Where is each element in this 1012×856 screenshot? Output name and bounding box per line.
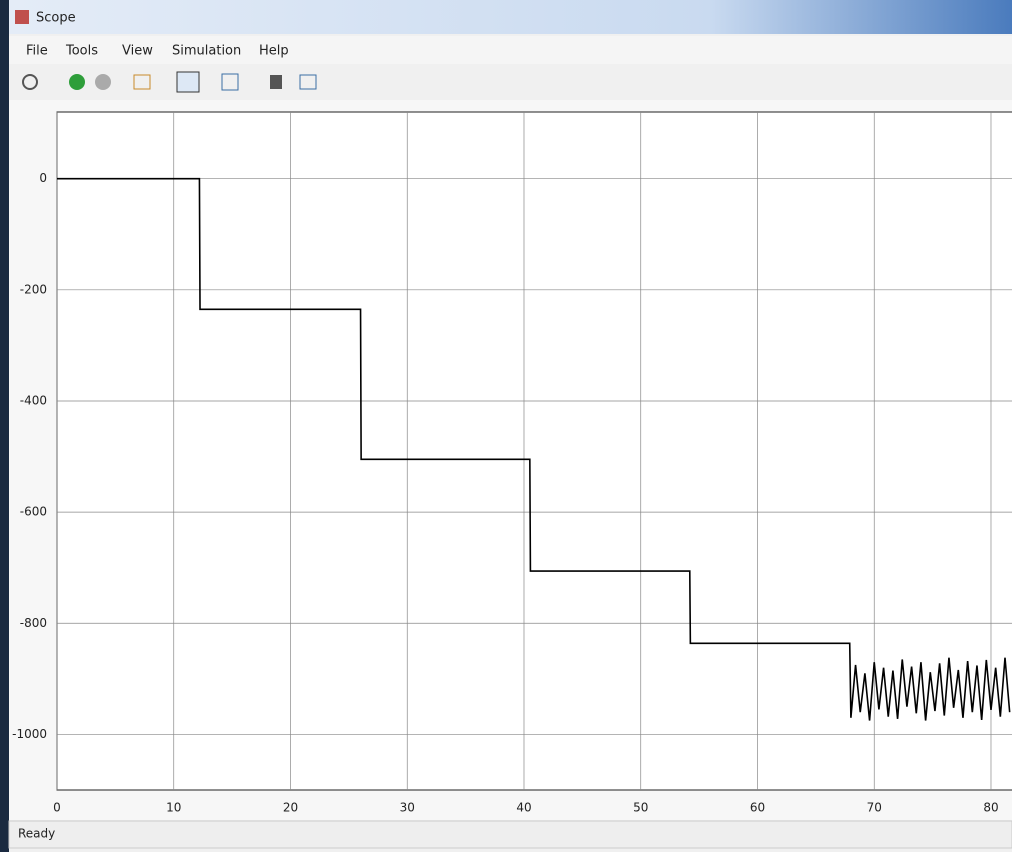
x-tick-label: 60 xyxy=(750,801,765,815)
y-tick-label: -200 xyxy=(20,282,47,296)
status-text: Ready xyxy=(18,827,55,841)
menu-item[interactable]: Simulation xyxy=(172,44,241,59)
x-tick-label: 0 xyxy=(53,801,61,815)
x-tick-label: 40 xyxy=(516,801,531,815)
x-tick-label: 30 xyxy=(400,801,415,815)
app-icon xyxy=(15,10,29,24)
y-tick-label: -800 xyxy=(20,616,47,630)
y-tick-label: -400 xyxy=(20,393,47,407)
menu-bar xyxy=(9,36,1012,64)
x-tick-label: 70 xyxy=(867,801,882,815)
x-tick-label: 10 xyxy=(166,801,181,815)
y-tick-label: 0 xyxy=(39,171,47,185)
stop-button[interactable] xyxy=(95,74,111,90)
zoom-button[interactable] xyxy=(177,72,199,92)
menu-item[interactable]: View xyxy=(122,44,153,59)
x-tick-label: 20 xyxy=(283,801,298,815)
x-tick-label: 50 xyxy=(633,801,648,815)
page: Scope File Tools View Simulation Help Re… xyxy=(0,0,1012,852)
menu-item[interactable]: File xyxy=(26,44,48,59)
scope-window: Scope File Tools View Simulation Help Re… xyxy=(0,0,1012,852)
left-edge xyxy=(0,0,9,852)
menu-item[interactable]: Help xyxy=(259,44,289,59)
title-bar xyxy=(9,0,1012,34)
cursor-button[interactable] xyxy=(270,75,282,89)
menu-item[interactable]: Tools xyxy=(65,44,98,59)
window-title: Scope xyxy=(36,11,76,26)
run-button[interactable] xyxy=(69,74,85,90)
status-bar xyxy=(9,821,1012,848)
y-tick-label: -1000 xyxy=(12,727,47,741)
y-tick-label: -600 xyxy=(20,505,47,519)
x-tick-label: 80 xyxy=(983,801,998,815)
